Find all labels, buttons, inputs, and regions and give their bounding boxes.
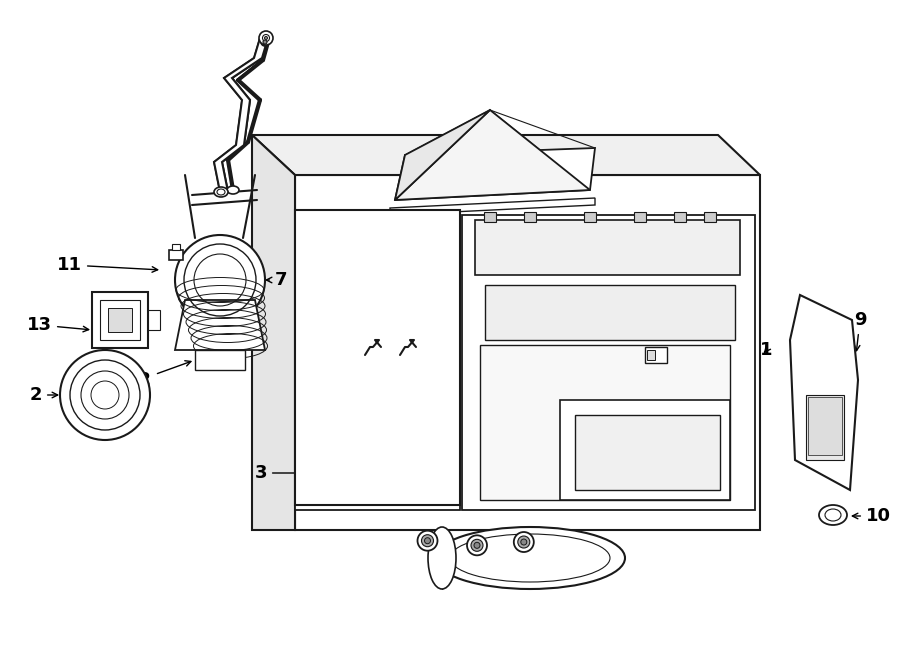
Bar [371,220,377,505]
Text: 6: 6 [408,346,420,367]
Bar [406,220,413,505]
Ellipse shape [435,527,625,589]
Text: 3: 3 [255,464,303,482]
Bar [108,308,132,332]
Polygon shape [485,285,735,340]
Polygon shape [252,135,760,175]
Ellipse shape [214,187,228,197]
Polygon shape [462,215,755,510]
Ellipse shape [514,532,534,552]
Bar [335,220,342,505]
Text: 11: 11 [57,256,158,274]
Bar [808,397,842,455]
Ellipse shape [259,31,273,45]
Bar [100,300,140,340]
Polygon shape [475,220,740,275]
Polygon shape [214,38,268,192]
Ellipse shape [474,542,480,549]
Text: 9: 9 [854,311,866,351]
Bar [148,310,160,330]
Bar [484,212,496,222]
Ellipse shape [175,235,265,325]
Polygon shape [295,175,760,530]
Bar [434,220,441,505]
Bar [314,220,321,505]
Polygon shape [395,110,590,200]
Bar [524,212,536,222]
Text: 10: 10 [852,507,891,525]
Bar [584,212,596,222]
Text: 13: 13 [27,316,89,334]
Ellipse shape [471,539,483,551]
Text: 2: 2 [30,386,58,404]
Ellipse shape [421,535,434,547]
Text: 7: 7 [266,271,287,289]
Ellipse shape [60,350,150,440]
Ellipse shape [467,535,487,555]
Polygon shape [195,350,245,370]
Polygon shape [175,300,265,350]
Ellipse shape [418,531,437,551]
Ellipse shape [428,527,456,589]
Bar [392,220,399,505]
Bar [704,212,716,222]
Bar [172,244,180,250]
Ellipse shape [263,40,267,44]
Bar [448,220,455,505]
Ellipse shape [261,38,269,46]
Polygon shape [310,458,336,486]
Polygon shape [575,415,720,490]
Bar [441,220,448,505]
Bar [364,220,371,505]
Bar [413,220,419,505]
Bar [645,347,667,363]
Ellipse shape [819,505,847,525]
Ellipse shape [521,539,526,545]
Text: 4: 4 [673,346,719,364]
Polygon shape [390,198,595,215]
Bar [377,220,384,505]
Bar [634,212,646,222]
Bar [92,292,148,348]
Polygon shape [295,210,460,505]
Bar [321,220,328,505]
Bar [356,220,364,505]
Bar [427,220,434,505]
Ellipse shape [518,536,530,548]
Bar [307,220,314,505]
Polygon shape [790,295,858,490]
Ellipse shape [265,36,267,40]
Polygon shape [480,345,730,500]
Polygon shape [395,110,490,200]
Ellipse shape [425,537,430,544]
Bar [674,212,686,222]
Bar [806,395,844,460]
Bar [349,220,356,505]
Bar [342,220,349,505]
Bar [647,350,655,360]
Text: 8: 8 [436,546,478,564]
Text: 12: 12 [127,361,191,389]
Polygon shape [252,135,295,530]
Bar [399,220,406,505]
Polygon shape [560,400,730,500]
Text: 1: 1 [760,341,772,359]
Bar [300,220,307,505]
Ellipse shape [227,186,239,194]
Bar [384,220,392,505]
Polygon shape [395,148,595,200]
Polygon shape [295,210,460,510]
Bar [169,250,183,260]
Bar [419,220,427,505]
Text: 5: 5 [338,347,364,369]
Bar [328,220,335,505]
